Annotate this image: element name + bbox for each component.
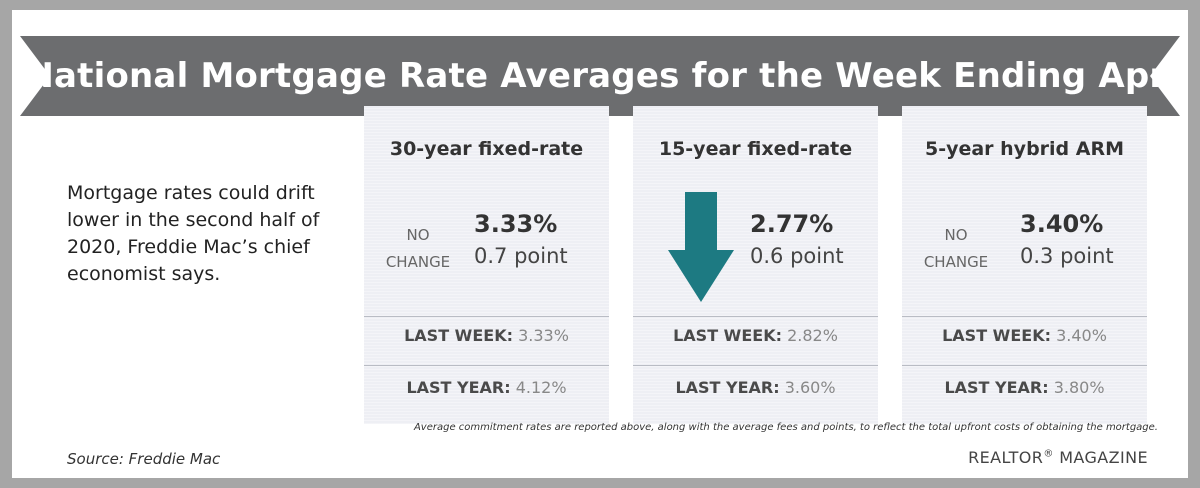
last-year-label: LAST YEAR: bbox=[406, 378, 511, 397]
brand-name: REALTOR bbox=[968, 448, 1044, 467]
last-year-value: 3.80% bbox=[1053, 378, 1105, 397]
divider bbox=[364, 316, 609, 317]
rate-value: 2.77% bbox=[750, 210, 834, 238]
panel-title: 5-year hybrid ARM bbox=[924, 138, 1125, 160]
points-value: 0.3 point bbox=[1020, 244, 1114, 268]
panel-30-year: 30-year fixed-rate NO CHANGE 3.33% 0.7 p… bbox=[364, 106, 609, 424]
last-year-row: LAST YEAR: 4.12% bbox=[364, 378, 609, 397]
panel-15-year: 15-year fixed-rate 2.77% 0.6 point LAST … bbox=[633, 106, 878, 424]
last-year-row: LAST YEAR: 3.60% bbox=[633, 378, 878, 397]
rate-value: 3.40% bbox=[1020, 210, 1104, 238]
last-week-value: 3.33% bbox=[518, 326, 569, 345]
registered-mark: ® bbox=[1043, 448, 1054, 460]
last-year-label: LAST YEAR: bbox=[675, 378, 780, 397]
panel-title: 30-year fixed-rate bbox=[389, 138, 584, 160]
source-credit: Source: Freddie Mac bbox=[67, 450, 221, 468]
last-year-value: 4.12% bbox=[515, 378, 567, 397]
last-week-value: 2.82% bbox=[787, 326, 838, 345]
title-banner: National Mortgage Rate Averages for the … bbox=[20, 36, 1180, 176]
last-week-label: LAST WEEK: bbox=[404, 326, 513, 345]
brand-logo: REALTOR® MAGAZINE bbox=[968, 448, 1148, 467]
no-change-line1: NO bbox=[944, 226, 968, 244]
last-week-row: LAST WEEK: 3.40% bbox=[902, 326, 1147, 345]
divider bbox=[902, 365, 1147, 366]
divider bbox=[633, 316, 878, 317]
no-change-label: NO CHANGE bbox=[916, 222, 996, 276]
panel-title: 15-year fixed-rate bbox=[658, 138, 853, 160]
infographic: National Mortgage Rate Averages for the … bbox=[12, 10, 1188, 478]
last-week-row: LAST WEEK: 2.82% bbox=[633, 326, 878, 345]
brand-suffix: MAGAZINE bbox=[1053, 448, 1148, 467]
no-change-label: NO CHANGE bbox=[378, 222, 458, 276]
points-value: 0.6 point bbox=[750, 244, 844, 268]
no-change-line2: CHANGE bbox=[923, 253, 989, 271]
divider bbox=[902, 316, 1147, 317]
footnote: Average commitment rates are reported ab… bbox=[413, 422, 1158, 433]
last-week-row: LAST WEEK: 3.33% bbox=[364, 326, 609, 345]
last-week-value: 3.40% bbox=[1056, 326, 1107, 345]
points-value: 0.7 point bbox=[474, 244, 568, 268]
banner-ribbon bbox=[20, 36, 1180, 116]
no-change-line1: NO bbox=[406, 226, 430, 244]
last-year-row: LAST YEAR: 3.80% bbox=[902, 378, 1147, 397]
intro-text: Mortgage rates could drift lower in the … bbox=[67, 182, 320, 285]
divider bbox=[633, 365, 878, 366]
last-week-label: LAST WEEK: bbox=[942, 326, 1051, 345]
rate-value: 3.33% bbox=[474, 210, 558, 238]
last-year-label: LAST YEAR: bbox=[944, 378, 1049, 397]
panel-5-year-arm: 5-year hybrid ARM NO CHANGE 3.40% 0.3 po… bbox=[902, 106, 1147, 424]
page-title: National Mortgage Rate Averages for the … bbox=[25, 56, 1175, 176]
last-week-label: LAST WEEK: bbox=[673, 326, 782, 345]
last-year-value: 3.60% bbox=[784, 378, 836, 397]
down-arrow-icon bbox=[668, 192, 734, 302]
divider bbox=[364, 365, 609, 366]
no-change-line2: CHANGE bbox=[385, 253, 451, 271]
